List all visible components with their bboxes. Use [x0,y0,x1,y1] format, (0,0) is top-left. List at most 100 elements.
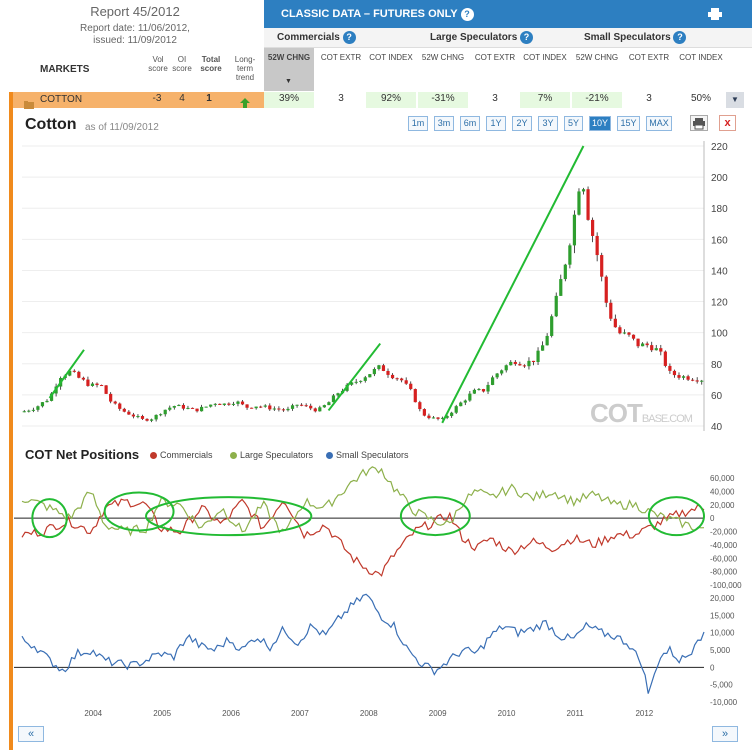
candle-body [159,414,163,416]
x-tick-label: 2012 [635,709,653,718]
candle-body [477,389,481,391]
candle-body [149,419,154,421]
candle-body [654,348,658,351]
small-index: 50% [690,93,711,104]
small-tick-label: 10,000 [710,629,735,638]
comm-extr: 3 [338,93,344,104]
market-name[interactable]: COTTON [40,94,83,105]
range-button-2y[interactable]: 2Y [512,116,532,131]
prev-button[interactable]: « [18,726,44,742]
range-button-1y[interactable]: 1Y [486,116,506,131]
cell-highlight [366,92,416,108]
table-row[interactable] [12,92,264,108]
long-term-trend-header[interactable]: Long-term trend [234,55,256,82]
group-header-row [264,28,752,48]
candle-body [109,393,113,402]
help-icon[interactable]: ? [342,31,356,44]
total-score-header[interactable]: Total score [200,55,222,73]
col-header[interactable]: 52W CHNG [421,53,465,62]
col-header[interactable]: COT EXTR [474,53,516,62]
candle-body [209,404,213,407]
range-button-3y[interactable]: 3Y [538,116,558,131]
legend-large-speculators[interactable]: Large Speculators [230,450,313,460]
candle-body [427,415,431,419]
cot-tick-label: 20,000 [710,501,735,510]
candle-body [172,406,176,408]
candle-body [631,334,636,339]
candle-body [568,245,572,265]
vol-score: -3 [152,93,162,104]
candle-body [359,380,363,382]
candle-body [509,361,513,366]
small-tick-label: 20,000 [710,594,735,603]
x-tick-label: 2009 [429,709,447,718]
col-header[interactable]: COT INDEX [679,53,723,62]
large-index: 7% [537,93,553,104]
group-label: Small Speculators [584,32,671,43]
candle-body [522,365,527,367]
small-tick-label: 15,000 [710,611,735,620]
highlight-ellipse-annotation [103,491,175,532]
candle-body [645,343,649,346]
x-tick-label: 2005 [153,709,171,718]
range-button-15y[interactable]: 15Y [617,116,640,131]
x-tick-label: 2011 [567,709,585,718]
range-button-max[interactable]: MAX [646,116,672,131]
range-button-10y[interactable]: 10Y [589,116,611,131]
candle-body [445,415,449,418]
candle-body [540,345,545,351]
candle-body [354,381,358,383]
vol-score-header[interactable]: Vol score [148,55,168,73]
candle-body [463,400,467,403]
cell-highlight [520,92,570,108]
candle-body [27,410,31,412]
oi-score-header[interactable]: OI score [172,55,192,73]
legend-label: Large Speculators [240,450,314,460]
print-icon[interactable] [708,7,722,20]
candle-body [286,408,290,411]
help-icon[interactable]: ? [520,31,534,44]
chart-title: Cotton [25,116,77,133]
candle-body [199,406,204,412]
range-button-6m[interactable]: 6m [460,116,480,131]
candle-body [250,407,254,409]
col-header[interactable]: COT INDEX [523,53,567,62]
print-chart-icon[interactable] [690,115,708,131]
total-score: 1 [206,93,212,104]
next-button[interactable]: » [712,726,738,742]
help-icon[interactable]: ? [460,8,474,21]
col-header[interactable]: 52W CHNG [267,53,311,62]
expand-dropdown-icon[interactable]: ▼ [726,92,744,108]
candle-body [40,402,45,407]
candle-body [190,407,195,409]
col-header[interactable]: 52W CHNG [575,53,619,62]
highlight-ellipse-annotation [31,498,68,539]
close-icon[interactable]: x [719,115,736,131]
help-icon[interactable]: ? [673,31,687,44]
candle-body [231,403,236,405]
small-tick-label: 0 [710,663,715,672]
candle-body [77,371,81,378]
candle-body [295,404,299,406]
col-header[interactable]: COT INDEX [369,53,413,62]
col-header[interactable]: COT EXTR [320,53,362,62]
legend-commercials[interactable]: Commercials [150,450,213,460]
legend-dot [230,452,237,459]
range-button-5y[interactable]: 5Y [564,116,583,131]
cot-tick-label: 60,000 [710,474,735,483]
candle-body [518,364,522,366]
candle-body [131,414,135,417]
candle-body [409,383,413,390]
candle-body [600,255,604,277]
candle-body [363,377,367,381]
panel-header [264,0,752,28]
range-button-3m[interactable]: 3m [434,116,454,131]
range-button-1m[interactable]: 1m [408,116,428,131]
col-header[interactable]: COT EXTR [628,53,670,62]
candle-body [641,343,645,347]
candle-body [572,214,577,246]
legend-small-speculators[interactable]: Small Speculators [326,450,409,460]
candle-body [368,374,372,378]
price-tick-label: 60 [711,391,723,402]
cot-tick-label: -80,000 [710,568,738,577]
